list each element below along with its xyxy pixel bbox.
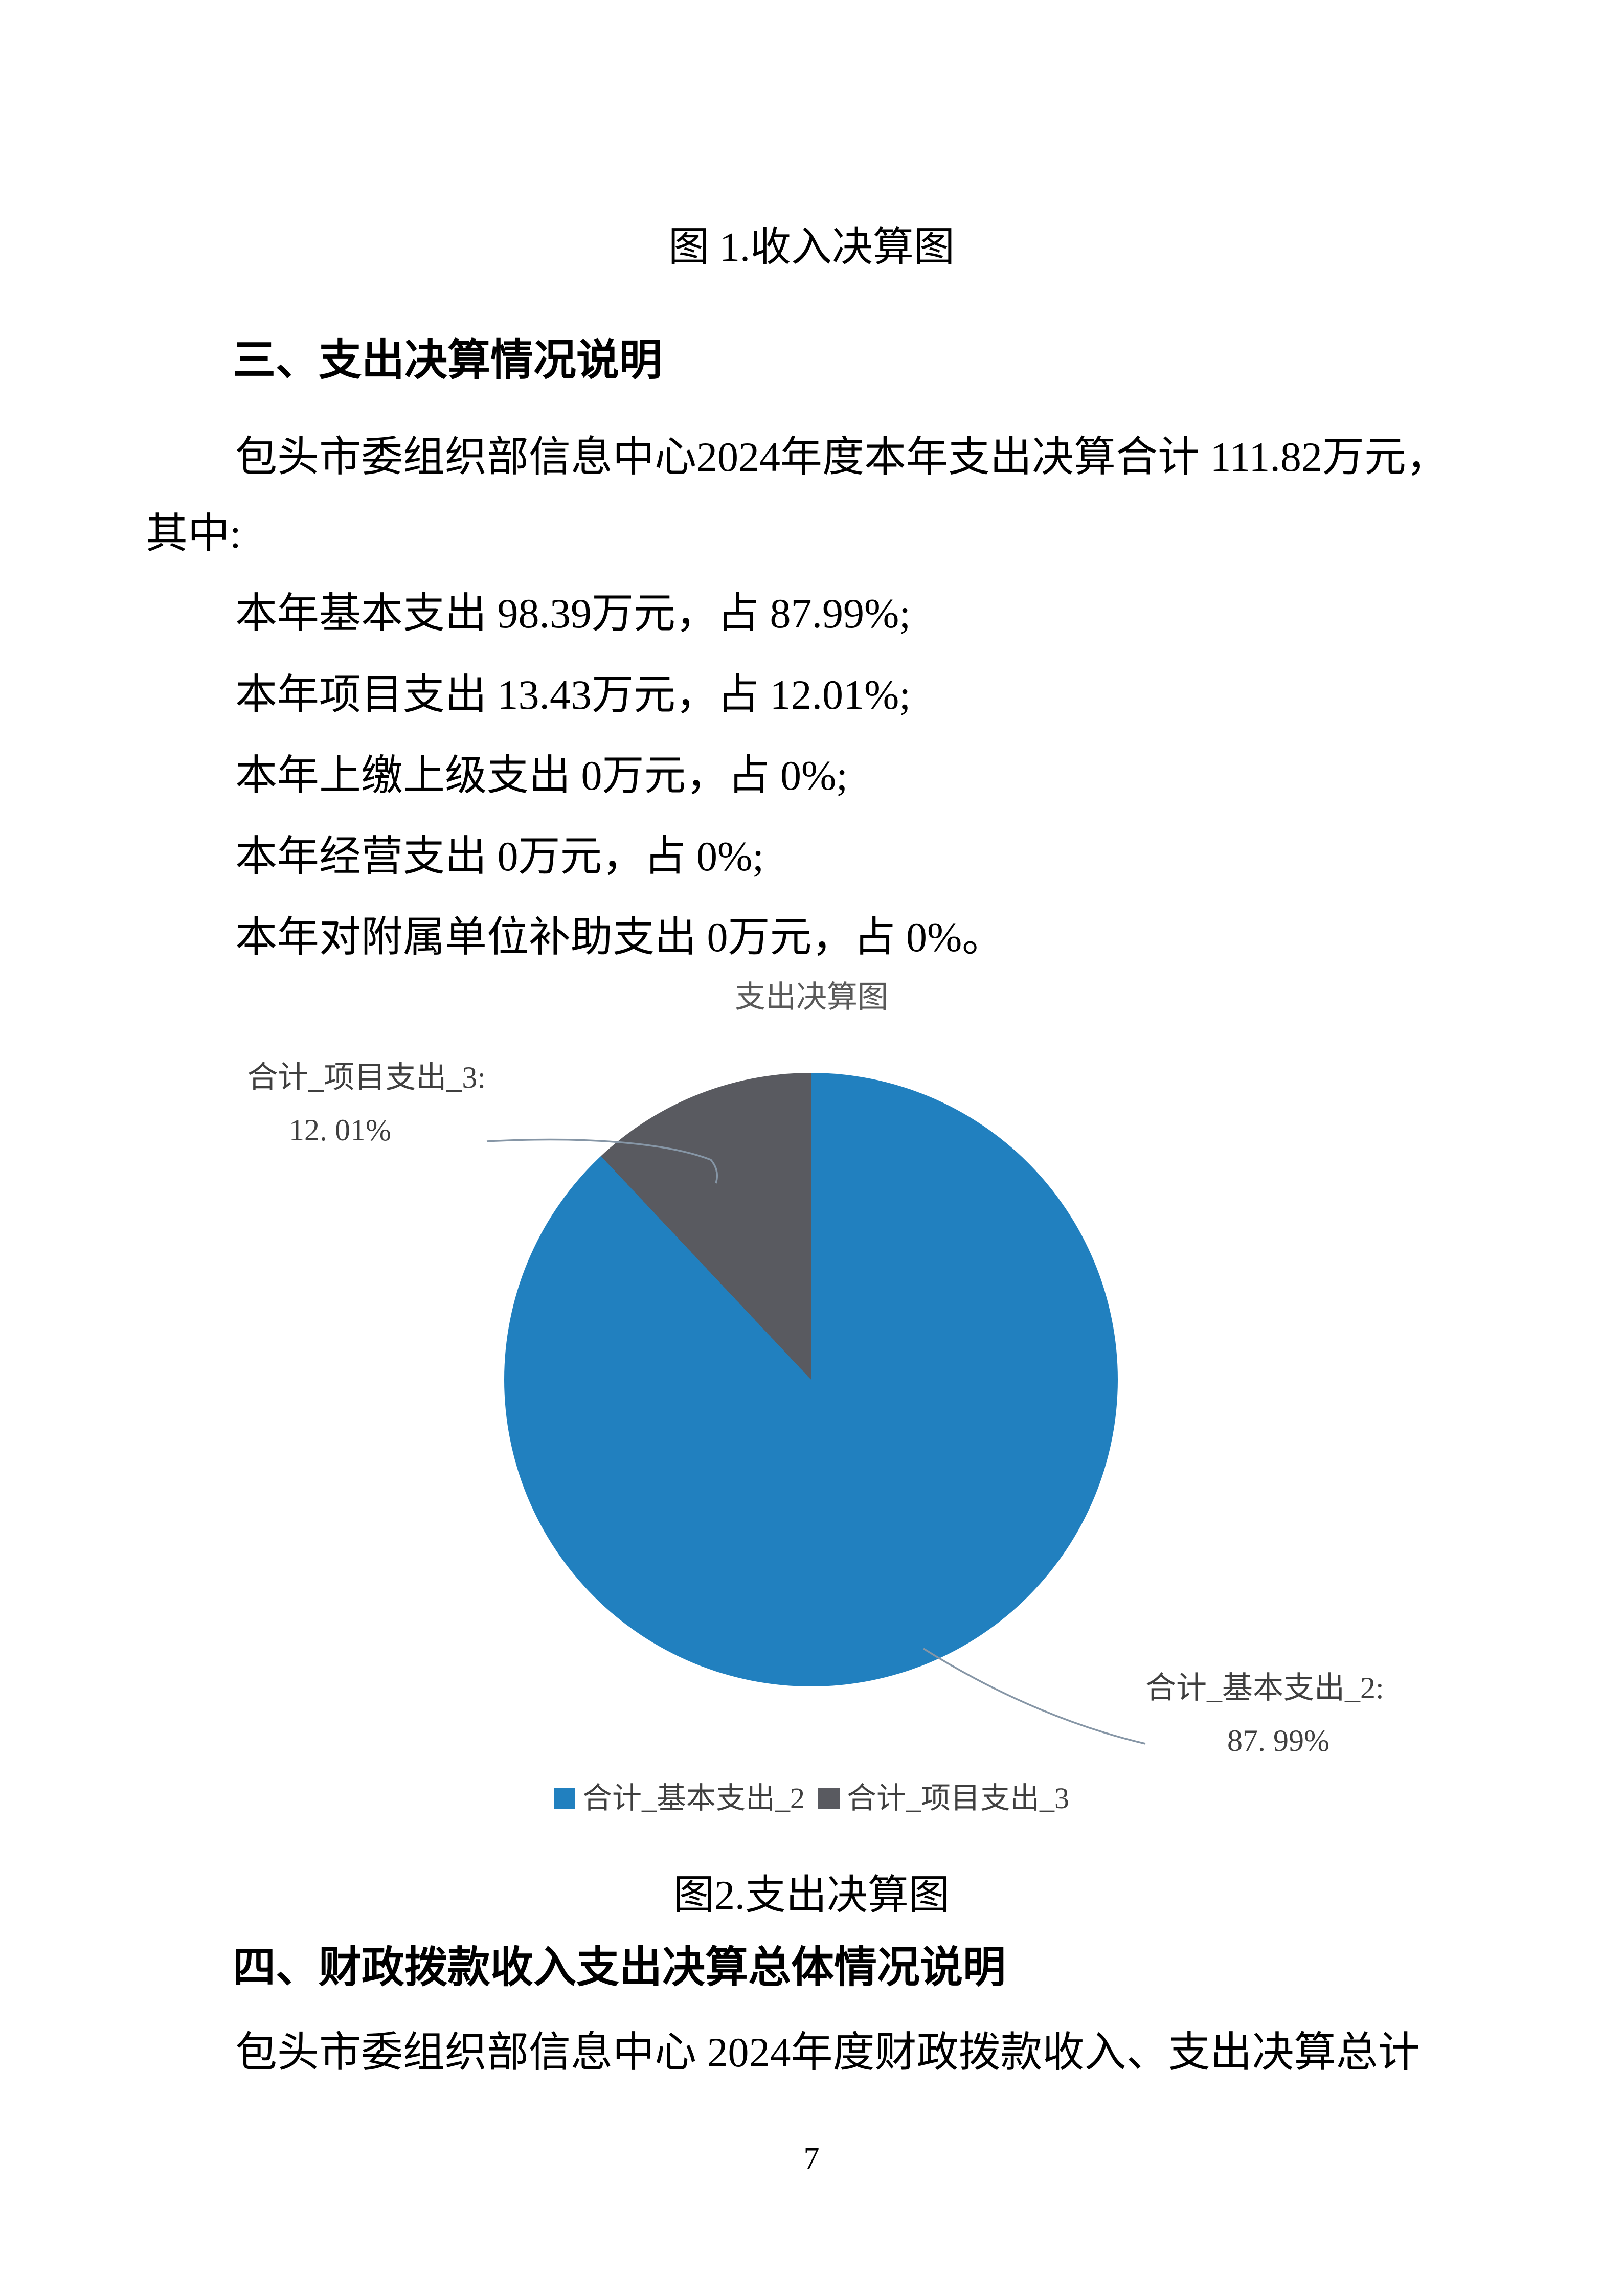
callout-project-value: 12. 01%	[289, 1113, 391, 1147]
section3-intro-line2: 其中:	[146, 510, 241, 557]
page-number: 7	[803, 2142, 820, 2176]
legend-swatch-project	[818, 1788, 840, 1809]
expense-line-project: 本年项目支出 13.43万元，占 12.01%;	[235, 671, 911, 718]
legend-item-basic: 合计_基本支出_2	[553, 1782, 805, 1815]
leader-line-basic-slice	[923, 1648, 1146, 1745]
figure2-caption: 图2.支出决算图	[673, 1873, 950, 1918]
pie-legend: 合计_基本支出_2 合计_项目支出_3	[0, 1784, 1623, 1813]
callout-project-label: 合计_项目支出_3:	[247, 1061, 486, 1094]
legend-swatch-basic	[553, 1788, 575, 1809]
section4-heading: 四、财政拨款收入支出决算总体情况说明	[233, 1943, 1006, 1991]
expense-line-basic: 本年基本支出 98.39万元，占 87.99%;	[235, 590, 911, 637]
callout-project-expense: 合计_项目支出_3: 12. 01%	[194, 1051, 486, 1157]
callout-basic-expense: 合计_基本支出_2: 87. 99%	[1145, 1662, 1411, 1767]
callout-basic-value: 87. 99%	[1227, 1724, 1329, 1758]
legend-label-project: 合计_项目支出_3	[847, 1782, 1070, 1815]
legend-label-basic: 合计_基本支出_2	[582, 1782, 805, 1815]
expense-line-operating: 本年经营支出 0万元，占 0%;	[235, 833, 764, 880]
figure1-caption: 图 1.收入决算图	[668, 225, 955, 270]
legend-item-project: 合计_项目支出_3	[818, 1784, 1069, 1813]
section3-intro-line1: 包头市委组织部信息中心2024年度本年支出决算合计 111.82万元，	[235, 434, 1448, 480]
expense-line-upper: 本年上缴上级支出 0万元，占 0%;	[235, 752, 848, 799]
section4-intro-line1: 包头市委组织部信息中心 2024年度财政拨款收入、支出决算总计	[235, 2029, 1420, 2076]
pie-chart-title: 支出决算图	[735, 980, 888, 1014]
section3-heading: 三、支出决算情况说明	[233, 336, 663, 384]
expense-line-subsidy: 本年对附属单位补助支出 0万元，占 0%。	[235, 914, 1004, 960]
pie-chart	[504, 1073, 1118, 1686]
callout-basic-label: 合计_基本支出_2:	[1145, 1671, 1384, 1705]
